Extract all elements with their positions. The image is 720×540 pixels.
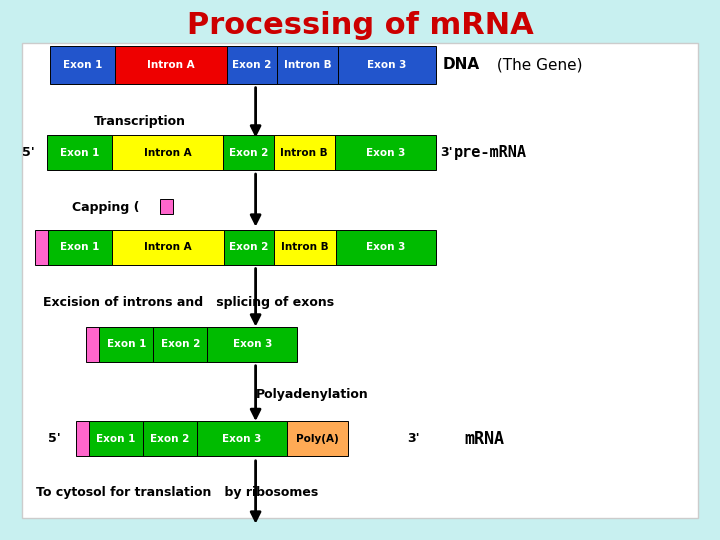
Bar	[115, 46, 227, 84]
Bar	[338, 46, 436, 84]
Bar	[336, 230, 436, 265]
Text: Exon 3: Exon 3	[366, 242, 405, 252]
Text: Exon 1: Exon 1	[107, 339, 146, 349]
Text: Intron A: Intron A	[147, 60, 195, 70]
Text: To cytosol for translation   by ribosomes: To cytosol for translation by ribosomes	[36, 486, 318, 499]
Text: Exon 1: Exon 1	[63, 60, 102, 70]
Text: (The Gene): (The Gene)	[492, 57, 582, 72]
Text: Exon 1: Exon 1	[60, 242, 99, 252]
Text: Transcription: Transcription	[94, 115, 186, 128]
Text: Intron B: Intron B	[281, 242, 329, 252]
Text: Intron A: Intron A	[143, 147, 192, 158]
Bar	[89, 421, 143, 456]
Text: 5': 5'	[48, 432, 61, 445]
Text: Exon 1: Exon 1	[96, 434, 135, 444]
Bar	[223, 135, 274, 170]
Text: Exon 2: Exon 2	[233, 60, 271, 70]
Bar	[197, 421, 287, 456]
Bar	[112, 230, 224, 265]
Text: Intron A: Intron A	[144, 242, 192, 252]
Bar	[48, 230, 112, 265]
Text: Intron B: Intron B	[284, 60, 332, 70]
Bar	[99, 327, 153, 362]
Text: pre-mRNA: pre-mRNA	[454, 145, 526, 160]
Text: Exon 3: Exon 3	[367, 60, 407, 70]
Bar	[112, 135, 223, 170]
Bar	[227, 46, 277, 84]
Bar	[86, 327, 99, 362]
Text: mRNA: mRNA	[464, 430, 505, 448]
Bar	[153, 327, 207, 362]
Text: Exon 2: Exon 2	[150, 434, 189, 444]
Bar	[160, 199, 173, 214]
Text: Polyadenylation: Polyadenylation	[256, 388, 369, 401]
Bar	[35, 230, 48, 265]
Text: Exon 2: Exon 2	[230, 242, 269, 252]
Bar	[277, 46, 338, 84]
Bar	[47, 135, 112, 170]
Bar	[335, 135, 436, 170]
Bar	[143, 421, 197, 456]
Text: Poly(A): Poly(A)	[296, 434, 338, 444]
Text: 5': 5'	[22, 146, 35, 159]
Text: Processing of mRNA: Processing of mRNA	[186, 11, 534, 40]
Bar	[76, 421, 89, 456]
Bar	[22, 43, 698, 518]
Text: Exon 2: Exon 2	[161, 339, 200, 349]
Text: Exon 3: Exon 3	[233, 339, 272, 349]
Text: Excision of introns and   splicing of exons: Excision of introns and splicing of exon…	[43, 296, 334, 309]
Bar	[274, 135, 335, 170]
Text: 3': 3'	[407, 432, 420, 445]
Text: 3': 3'	[441, 146, 454, 159]
Text: DNA: DNA	[443, 57, 480, 72]
Text: Intron B: Intron B	[280, 147, 328, 158]
Text: Exon 3: Exon 3	[366, 147, 405, 158]
Bar	[274, 230, 336, 265]
Bar	[207, 327, 297, 362]
Text: Exon 1: Exon 1	[60, 147, 99, 158]
Bar	[287, 421, 348, 456]
Text: Exon 2: Exon 2	[229, 147, 268, 158]
Text: Exon 3: Exon 3	[222, 434, 261, 444]
Bar	[224, 230, 274, 265]
Text: Capping (      ): Capping ( )	[72, 201, 171, 214]
Bar	[50, 46, 115, 84]
